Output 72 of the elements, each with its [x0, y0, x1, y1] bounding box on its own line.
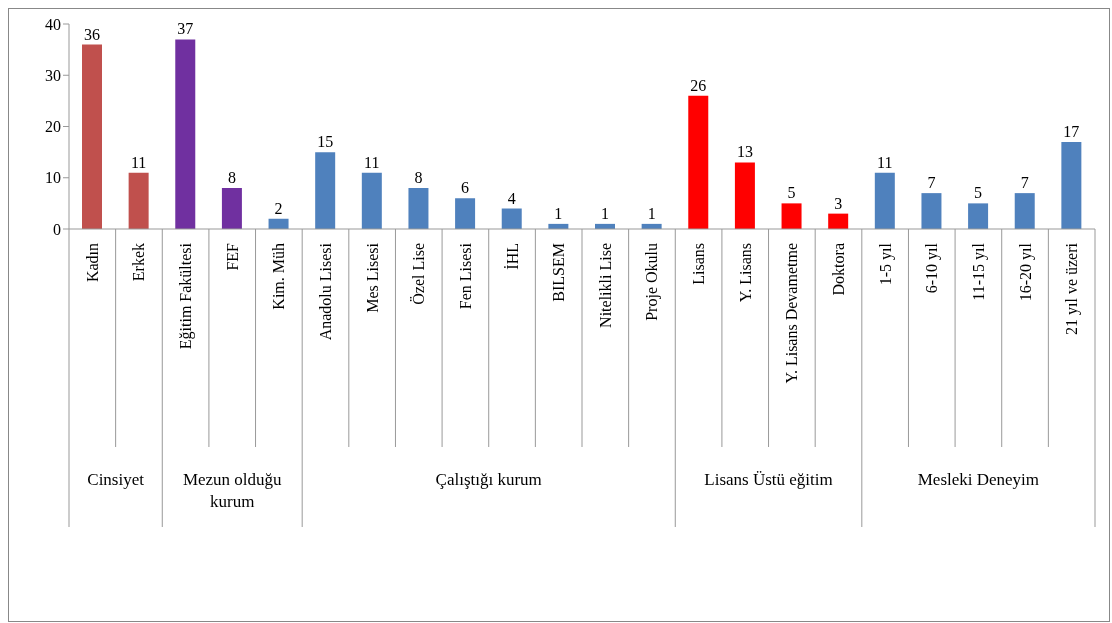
x-tick-label: 21 yıl ve üzeri — [1063, 242, 1082, 335]
y-tick-label: 0 — [53, 220, 61, 238]
x-tick-label: Kim. Müh — [270, 243, 288, 310]
bar — [82, 44, 102, 229]
data-label: 1 — [647, 204, 656, 222]
x-tick-label: 6-10 yıl — [923, 242, 942, 294]
x-tick-label: Erkek — [130, 243, 148, 282]
x-tick-label: Y. Lisans Devametme — [783, 243, 801, 384]
data-label: 1 — [601, 204, 609, 222]
bar — [874, 172, 895, 229]
text: Lisans Üstü eğitim — [703, 469, 834, 491]
x-tick-label: Kadın — [83, 243, 101, 283]
data-label: 1 — [554, 204, 563, 222]
data-label: 2 — [274, 199, 283, 217]
data-label: 11 — [877, 153, 893, 171]
bar — [455, 198, 476, 229]
bar — [221, 188, 242, 229]
x-tick-label: Özel Lise — [410, 243, 428, 305]
y-tick-label: 40 — [45, 15, 61, 33]
x-tick-label: Proje Okulu — [643, 243, 662, 321]
bar — [968, 203, 989, 229]
x-tick-label: Doktora — [830, 243, 847, 296]
x-tick-label: Fen Lisesi — [456, 242, 474, 310]
y-tick-label: 30 — [45, 66, 61, 84]
bar — [315, 152, 336, 229]
bar — [688, 95, 709, 229]
data-label: 5 — [787, 184, 796, 202]
bar — [921, 193, 942, 229]
data-label: 37 — [177, 20, 194, 38]
bar — [361, 172, 382, 229]
text: Cinsiyet — [86, 469, 145, 491]
text: Mesleki Deneyim — [916, 469, 1041, 491]
x-tick-label: Mes Lisesi — [363, 242, 381, 313]
data-label: 8 — [227, 169, 236, 186]
x-tick-label: İHL — [503, 243, 521, 270]
data-label: 11 — [364, 153, 380, 171]
bar — [175, 39, 196, 229]
bar — [128, 172, 149, 229]
data-label: 26 — [690, 76, 707, 94]
x-tick-label: Nitelikli Lise — [596, 243, 614, 328]
x-tick-label: Eğitim Fakültesi — [177, 242, 196, 350]
data-label: 3 — [834, 194, 843, 212]
y-tick-label: 20 — [45, 118, 61, 136]
data-label: 7 — [1020, 174, 1029, 192]
bar — [781, 203, 802, 229]
x-tick-label: 16-20 yıl — [1016, 242, 1035, 302]
x-tick-label: Y. Lisans — [736, 243, 754, 303]
x-tick-label: 11-15 yıl — [969, 242, 988, 301]
data-label: 7 — [927, 174, 936, 192]
data-label: 4 — [507, 189, 516, 207]
bar — [501, 208, 522, 229]
data-label: 8 — [414, 169, 423, 186]
bar — [734, 162, 755, 229]
data-label: 5 — [974, 184, 983, 202]
bar — [828, 213, 849, 229]
bar — [1061, 141, 1082, 229]
bar — [1014, 193, 1035, 229]
data-label: 11 — [130, 153, 147, 171]
data-label: 6 — [461, 179, 470, 197]
bar — [408, 188, 429, 229]
text: Çalıştığı kurum — [434, 469, 543, 491]
data-label: 13 — [736, 143, 753, 161]
x-tick-label: Lisans — [690, 243, 708, 285]
text: Mezun olduğu kurum — [181, 469, 283, 513]
data-label: 36 — [84, 25, 100, 43]
x-tick-label: Anadolu Lisesi — [317, 242, 334, 341]
x-tick-label: 1-5 yıl — [876, 242, 895, 286]
x-tick-label: BILSEM — [550, 243, 568, 302]
y-tick-label: 10 — [45, 169, 61, 187]
data-label: 15 — [317, 133, 334, 151]
data-label: 17 — [1063, 122, 1080, 140]
x-tick-label: FEF — [223, 242, 241, 271]
